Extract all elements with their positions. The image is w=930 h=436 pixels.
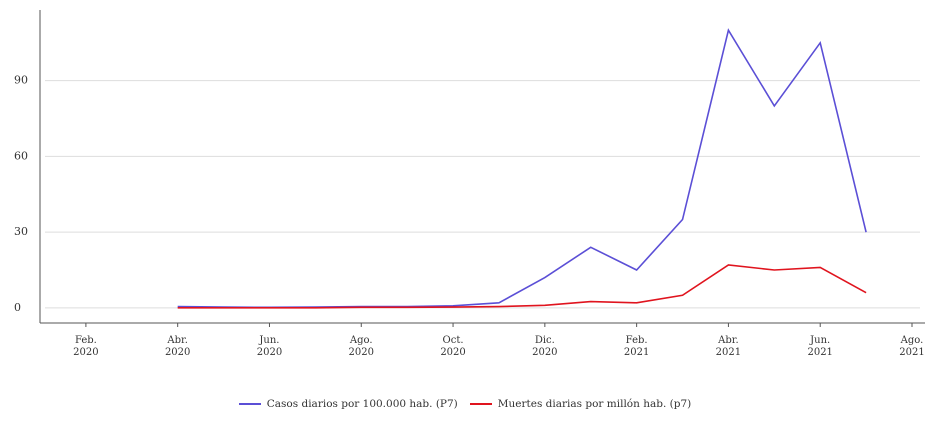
legend: Casos diarios por 100.000 hab. (P7) Muert… xyxy=(0,398,930,410)
x-tick-label: Jun. 2021 xyxy=(807,335,833,358)
x-tick-label: Abr. 2020 xyxy=(164,335,191,358)
legend-item: Casos diarios por 100.000 hab. (P7) xyxy=(238,398,458,410)
x-tick-label: Feb. 2020 xyxy=(73,335,99,358)
legend-label: Casos diarios por 100.000 hab. (P7) xyxy=(266,398,458,410)
x-tick-label: Ago. 2021 xyxy=(899,335,925,358)
y-tick-label: 30 xyxy=(14,225,28,238)
legend-label: Muertes diarias por millón hab. (p7) xyxy=(497,398,692,410)
x-tick-label: Abr. 2021 xyxy=(715,335,742,358)
legend-swatch xyxy=(238,403,261,405)
legend-swatch xyxy=(469,403,492,405)
x-tick-label: Dic. 2020 xyxy=(532,335,558,358)
x-tick-label: Jun. 2020 xyxy=(256,335,283,358)
y-tick-label: 0 xyxy=(14,301,21,314)
series-line xyxy=(177,264,867,309)
x-tick-label: Ago. 2020 xyxy=(348,335,374,358)
x-tick-label: Feb. 2021 xyxy=(623,335,650,358)
legend-item: Muertes diarias por millón hab. (p7) xyxy=(469,398,692,410)
y-tick-label: 60 xyxy=(14,149,28,162)
series-line xyxy=(177,28,867,309)
y-tick-label: 90 xyxy=(14,74,28,87)
x-tick-label: Oct. 2020 xyxy=(440,335,466,358)
